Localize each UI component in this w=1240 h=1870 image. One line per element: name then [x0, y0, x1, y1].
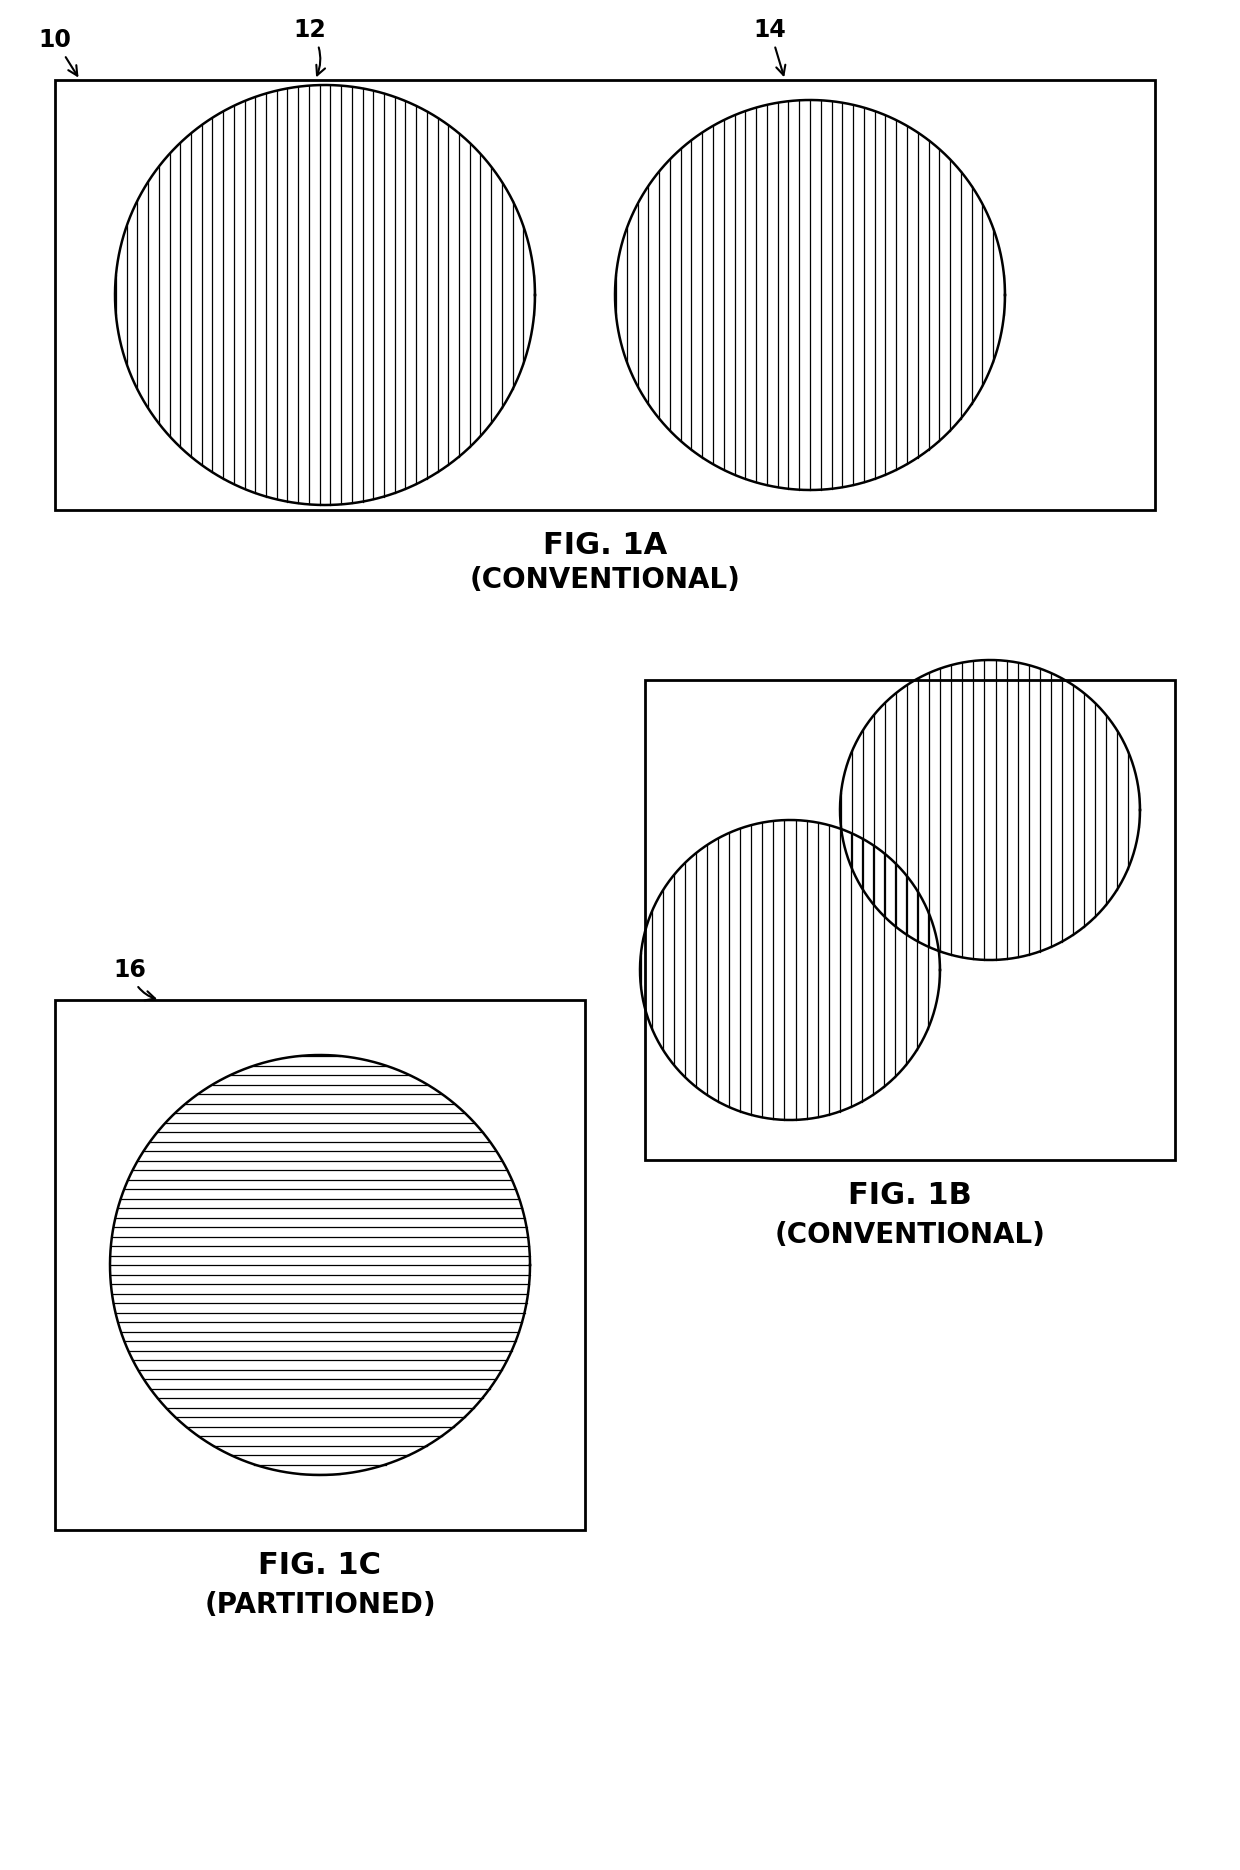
Text: FIG. 1B: FIG. 1B	[848, 1180, 972, 1210]
Text: (CONVENTIONAL): (CONVENTIONAL)	[470, 567, 740, 595]
Text: 12: 12	[294, 19, 326, 75]
Text: (CONVENTIONAL): (CONVENTIONAL)	[775, 1221, 1045, 1249]
Text: (PARTITIONED): (PARTITIONED)	[205, 1591, 435, 1619]
Text: FIG. 1A: FIG. 1A	[543, 531, 667, 559]
Bar	[55, 80, 1154, 511]
Text: 14: 14	[754, 19, 786, 75]
Bar	[645, 681, 1176, 1159]
Text: FIG. 1C: FIG. 1C	[258, 1550, 382, 1580]
Text: 16: 16	[114, 957, 155, 1000]
Text: 10: 10	[38, 28, 77, 75]
Bar	[55, 1000, 585, 1530]
